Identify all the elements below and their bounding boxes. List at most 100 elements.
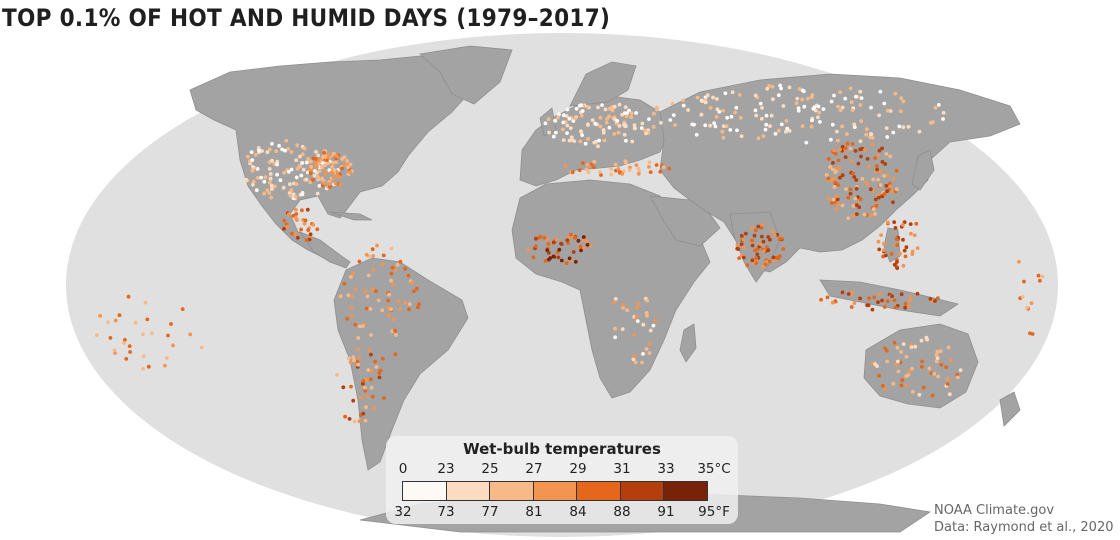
station-dot: [128, 350, 133, 354]
station-dot: [361, 379, 366, 383]
station-dot: [907, 304, 912, 309]
station-dot: [869, 105, 873, 110]
station-dot: [801, 89, 806, 94]
station-dot: [853, 196, 858, 201]
station-dot: [836, 138, 840, 143]
station-dot: [654, 163, 659, 167]
station-dot: [853, 149, 858, 153]
station-dot: [349, 384, 353, 389]
station-dot: [634, 315, 639, 320]
station-dot: [797, 87, 802, 91]
station-dot: [819, 297, 823, 302]
station-dot: [724, 124, 729, 129]
station-dot: [838, 90, 842, 95]
station-dot: [612, 300, 617, 305]
station-dot: [708, 106, 713, 110]
station-dot: [927, 366, 932, 371]
color-swatch: [620, 482, 665, 500]
station-dot: [269, 195, 274, 200]
station-dot: [876, 177, 880, 182]
station-dot: [323, 163, 327, 168]
station-dot: [286, 212, 291, 217]
station-dot: [571, 119, 576, 123]
station-dot: [323, 169, 328, 174]
station-dot: [632, 354, 637, 359]
station-dot: [533, 244, 538, 249]
station-dot: [845, 141, 850, 146]
station-dot: [126, 294, 131, 299]
station-dot: [621, 305, 625, 310]
station-dot: [635, 319, 640, 323]
station-dot: [768, 237, 772, 242]
station-dot: [769, 113, 774, 118]
station-dot: [278, 178, 283, 183]
station-dot: [322, 181, 326, 186]
station-dot: [609, 172, 614, 177]
station-dot: [894, 168, 899, 173]
station-dot: [163, 363, 167, 368]
station-dot: [885, 108, 890, 113]
station-dot: [407, 302, 412, 306]
station-dot: [199, 345, 204, 350]
station-dot: [327, 185, 332, 189]
station-dot: [617, 102, 622, 107]
station-dot: [368, 348, 372, 352]
station-dot: [901, 237, 905, 242]
station-dot: [913, 344, 918, 349]
station-dot: [894, 362, 898, 367]
credit-source: NOAA Climate.gov: [934, 503, 1055, 518]
station-dot: [365, 294, 370, 299]
station-dot: [864, 132, 869, 137]
station-dot: [750, 226, 754, 230]
station-dot: [311, 156, 316, 161]
station-dot: [613, 335, 617, 340]
station-dot: [586, 137, 590, 141]
station-dot: [315, 227, 320, 232]
station-dot: [848, 86, 853, 91]
station-dot: [315, 191, 320, 196]
landmass-africa: [511, 179, 711, 399]
station-dot: [340, 166, 344, 171]
station-dot: [326, 161, 331, 166]
station-dot: [832, 185, 837, 189]
station-dot: [870, 135, 875, 140]
station-dot: [304, 177, 309, 182]
station-dot: [889, 190, 894, 194]
station-dot: [831, 176, 836, 181]
station-dot: [249, 150, 254, 155]
station-dot: [848, 187, 853, 192]
station-dot: [391, 317, 396, 322]
station-dot: [843, 146, 848, 151]
station-dot: [877, 113, 881, 118]
station-dot: [389, 246, 394, 251]
station-dot: [327, 182, 332, 187]
station-dot: [289, 188, 294, 193]
station-dot: [876, 153, 881, 158]
station-dot: [761, 239, 766, 244]
station-dot: [883, 387, 888, 391]
station-dot: [555, 250, 560, 255]
station-dot: [300, 161, 305, 165]
station-dot: [846, 216, 851, 221]
station-dot: [403, 301, 407, 305]
station-dot: [262, 191, 266, 196]
station-dot: [904, 383, 909, 388]
station-dot: [772, 233, 777, 238]
station-dot: [267, 191, 272, 195]
station-dot: [766, 248, 771, 253]
map-title: TOP 0.1% OF HOT AND HUMID DAYS (1979–201…: [2, 4, 611, 32]
station-dot: [298, 154, 302, 159]
station-dot: [896, 369, 901, 374]
station-dot: [838, 147, 842, 152]
station-dot: [620, 172, 625, 176]
station-dot: [919, 338, 924, 343]
station-dot: [245, 154, 250, 159]
station-dot: [667, 166, 672, 171]
station-dot: [741, 255, 746, 260]
station-dot: [373, 359, 378, 364]
legend-tick-celsius: 27: [525, 461, 543, 477]
station-dot: [635, 305, 640, 310]
station-dot: [893, 91, 898, 96]
station-dot: [574, 106, 579, 111]
station-dot: [832, 93, 836, 98]
